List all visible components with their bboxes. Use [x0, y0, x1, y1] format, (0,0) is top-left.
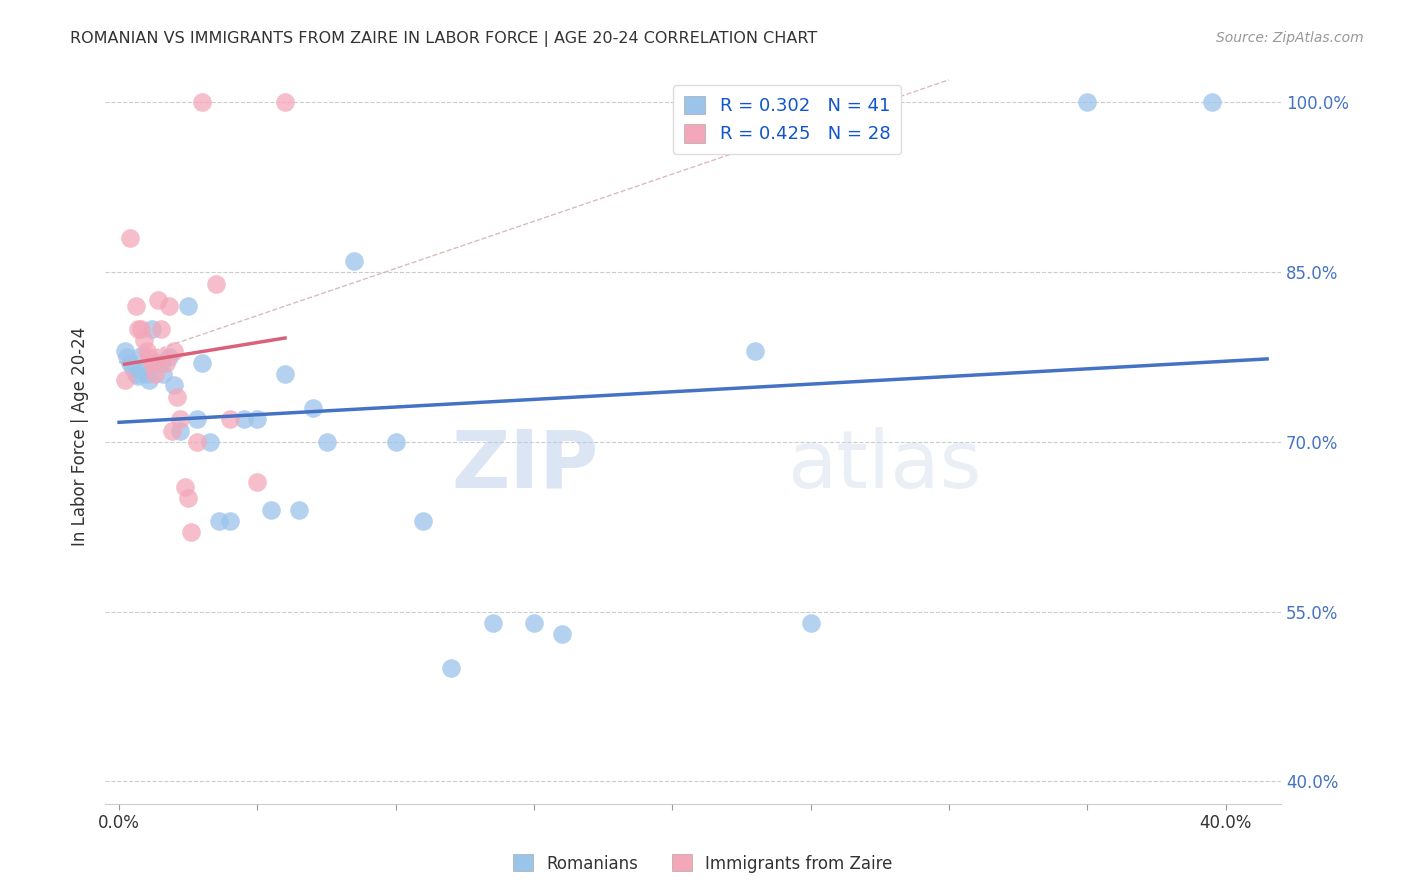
Point [260, 503, 283, 517]
Y-axis label: In Labor Force | Age 20-24: In Labor Force | Age 20-24 [72, 326, 89, 546]
Point [191, 95, 214, 110]
Point [120, 231, 142, 245]
Point [186, 434, 208, 449]
Legend: Romanians, Immigrants from Zaire: Romanians, Immigrants from Zaire [506, 847, 900, 880]
Point [274, 367, 297, 381]
Point [135, 367, 157, 381]
Point [149, 356, 172, 370]
Point [152, 367, 174, 381]
Point [124, 299, 146, 313]
Point [155, 356, 177, 370]
Point [205, 277, 228, 291]
Point [152, 350, 174, 364]
Point [157, 350, 180, 364]
Point [200, 434, 222, 449]
Point [166, 390, 188, 404]
Point [141, 322, 163, 336]
Point [114, 344, 136, 359]
Point [288, 503, 311, 517]
Point [138, 350, 160, 364]
Point [132, 333, 155, 347]
Point [143, 367, 166, 381]
Point [744, 344, 766, 359]
Point [127, 322, 149, 336]
Point [122, 361, 145, 376]
Point [412, 514, 434, 528]
Point [301, 401, 323, 415]
Point [174, 480, 197, 494]
Point [384, 434, 406, 449]
Text: ZIP: ZIP [451, 426, 599, 505]
Point [523, 615, 546, 630]
Point [177, 491, 200, 506]
Point [127, 369, 149, 384]
Point [1076, 95, 1098, 110]
Point [440, 661, 463, 675]
Point [117, 350, 139, 364]
Point [160, 424, 183, 438]
Point [120, 356, 142, 370]
Text: atlas: atlas [787, 426, 981, 505]
Point [157, 299, 180, 313]
Point [163, 378, 186, 392]
Point [114, 373, 136, 387]
Text: ROMANIAN VS IMMIGRANTS FROM ZAIRE IN LABOR FORCE | AGE 20-24 CORRELATION CHART: ROMANIAN VS IMMIGRANTS FROM ZAIRE IN LAB… [70, 31, 817, 47]
Point [274, 95, 297, 110]
Point [246, 412, 269, 426]
Point [481, 615, 503, 630]
Point [550, 627, 572, 641]
Point [143, 356, 166, 370]
Point [149, 322, 172, 336]
Point [186, 412, 208, 426]
Point [218, 412, 240, 426]
Point [141, 356, 163, 370]
Point [1201, 95, 1223, 110]
Text: Source: ZipAtlas.com: Source: ZipAtlas.com [1216, 31, 1364, 45]
Point [146, 293, 169, 308]
Point [163, 344, 186, 359]
Point [177, 299, 200, 313]
Point [218, 514, 240, 528]
Point [132, 361, 155, 376]
Point [138, 373, 160, 387]
Point [232, 412, 254, 426]
Legend: R = 0.302   N = 41, R = 0.425   N = 28: R = 0.302 N = 41, R = 0.425 N = 28 [673, 85, 901, 154]
Point [180, 525, 202, 540]
Point [800, 615, 823, 630]
Point [343, 253, 366, 268]
Point [191, 356, 214, 370]
Point [135, 344, 157, 359]
Point [129, 349, 152, 363]
Point [124, 367, 146, 381]
Point [246, 475, 269, 489]
Point [315, 434, 337, 449]
Point [169, 412, 191, 426]
Point [129, 322, 152, 336]
Point [169, 424, 191, 438]
Point [208, 514, 231, 528]
